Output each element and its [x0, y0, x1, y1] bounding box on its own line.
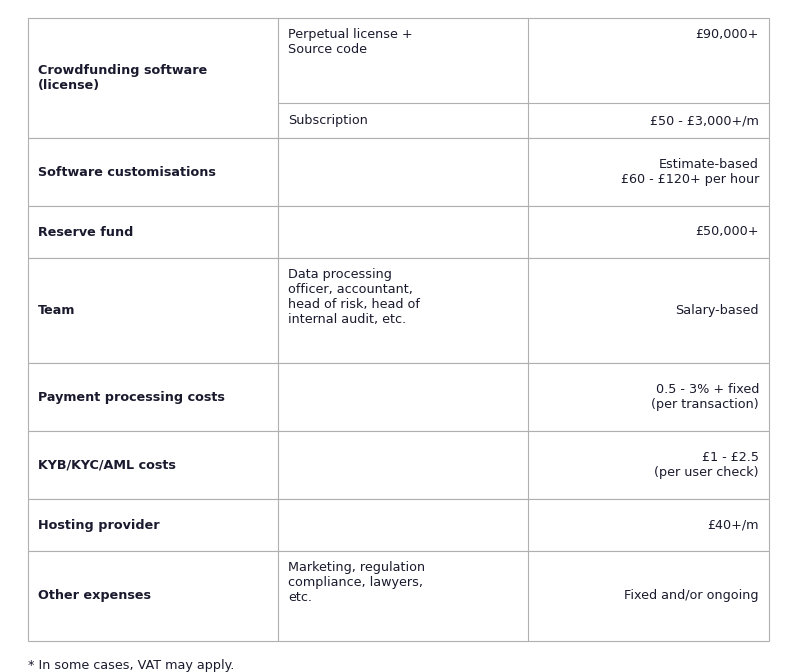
Text: Other expenses: Other expenses — [38, 589, 151, 603]
Bar — [28, 431, 769, 499]
Bar — [28, 363, 769, 431]
Text: Payment processing costs: Payment processing costs — [38, 390, 225, 403]
Text: £1 - £2.5
(per user check): £1 - £2.5 (per user check) — [654, 451, 759, 479]
Bar — [28, 18, 769, 138]
Text: Crowdfunding software
(license): Crowdfunding software (license) — [38, 64, 207, 92]
Text: £50 - £3,000+/m: £50 - £3,000+/m — [650, 114, 759, 127]
Bar — [28, 138, 769, 206]
Text: Data processing
officer, accountant,
head of risk, head of
internal audit, etc.: Data processing officer, accountant, hea… — [289, 268, 420, 326]
Text: Team: Team — [38, 304, 76, 317]
Text: Fixed and/or ongoing: Fixed and/or ongoing — [625, 589, 759, 603]
Text: Salary-based: Salary-based — [676, 304, 759, 317]
Text: * In some cases, VAT may apply.: * In some cases, VAT may apply. — [28, 659, 234, 672]
Text: Reserve fund: Reserve fund — [38, 226, 133, 239]
Text: Hosting provider: Hosting provider — [38, 519, 159, 532]
Text: 0.5 - 3% + fixed
(per transaction): 0.5 - 3% + fixed (per transaction) — [651, 383, 759, 411]
Bar — [28, 499, 769, 551]
Text: Software customisations: Software customisations — [38, 165, 216, 179]
Bar — [28, 258, 769, 363]
Text: £40+/m: £40+/m — [708, 519, 759, 532]
Text: KYB/KYC/AML costs: KYB/KYC/AML costs — [38, 458, 176, 472]
Text: Subscription: Subscription — [289, 114, 368, 127]
Text: £50,000+: £50,000+ — [696, 226, 759, 239]
Bar — [28, 551, 769, 641]
Bar — [28, 206, 769, 258]
Text: £90,000+: £90,000+ — [696, 28, 759, 41]
Text: Marketing, regulation
compliance, lawyers,
etc.: Marketing, regulation compliance, lawyer… — [289, 561, 426, 604]
Text: Perpetual license +
Source code: Perpetual license + Source code — [289, 28, 413, 56]
Text: Estimate-based
£60 - £120+ per hour: Estimate-based £60 - £120+ per hour — [621, 158, 759, 186]
